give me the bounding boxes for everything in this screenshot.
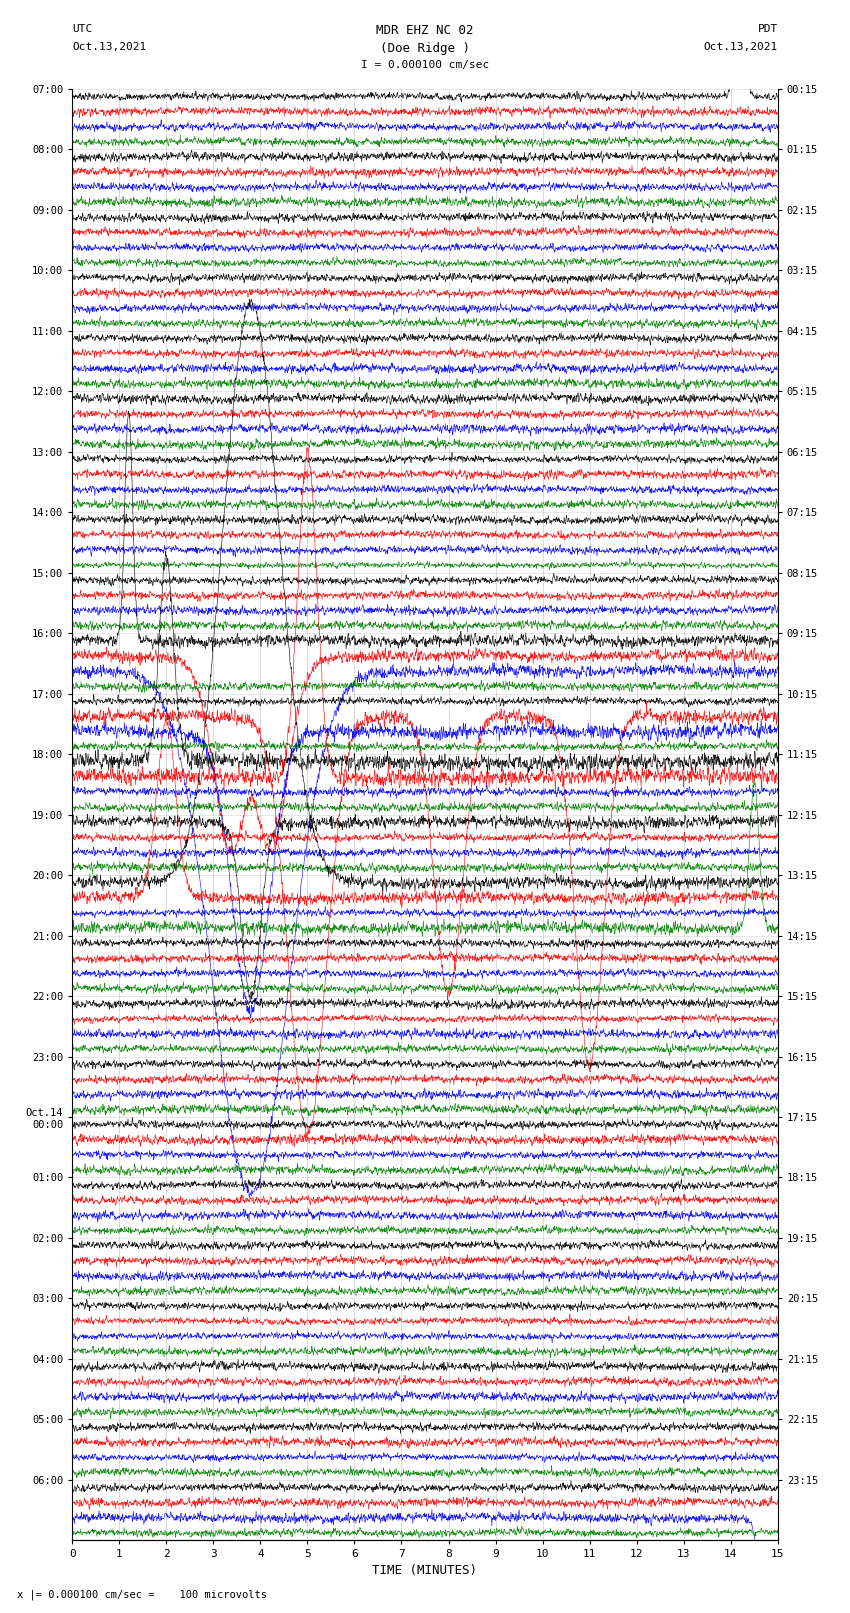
Text: Oct.13,2021: Oct.13,2021 bbox=[72, 42, 146, 52]
Text: UTC: UTC bbox=[72, 24, 93, 34]
Text: Oct.13,2021: Oct.13,2021 bbox=[704, 42, 778, 52]
Text: PDT: PDT bbox=[757, 24, 778, 34]
Text: x |= 0.000100 cm/sec =    100 microvolts: x |= 0.000100 cm/sec = 100 microvolts bbox=[17, 1589, 267, 1600]
Text: MDR EHZ NC 02: MDR EHZ NC 02 bbox=[377, 24, 473, 37]
Text: (Doe Ridge ): (Doe Ridge ) bbox=[380, 42, 470, 55]
Text: I = 0.000100 cm/sec: I = 0.000100 cm/sec bbox=[361, 60, 489, 69]
X-axis label: TIME (MINUTES): TIME (MINUTES) bbox=[372, 1563, 478, 1576]
